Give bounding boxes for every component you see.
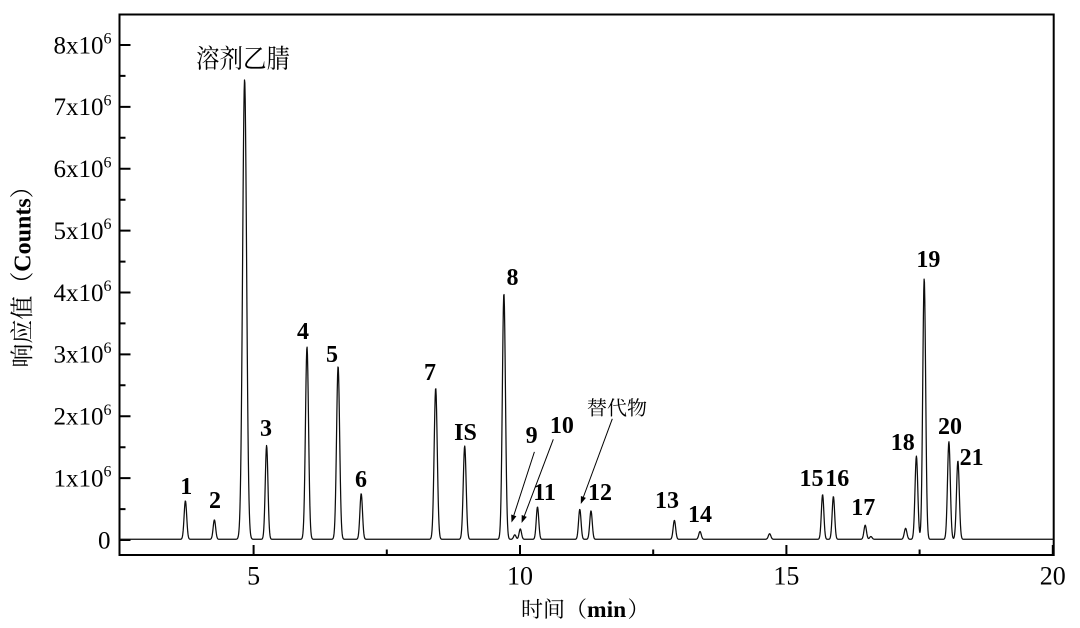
svg-text:19: 19 — [916, 247, 940, 273]
svg-text:min: min — [587, 597, 626, 623]
svg-text:8: 8 — [507, 265, 519, 291]
svg-text:4x10: 4x10 — [54, 280, 104, 307]
svg-text:IS: IS — [454, 420, 477, 446]
svg-text:12: 12 — [588, 480, 612, 506]
svg-text:Counts: Counts — [11, 198, 37, 271]
svg-text:20: 20 — [938, 414, 962, 440]
svg-text:5: 5 — [247, 562, 260, 591]
svg-text:7: 7 — [424, 360, 436, 386]
svg-text:20: 20 — [1040, 562, 1066, 591]
svg-text:11: 11 — [533, 480, 556, 506]
svg-text:1: 1 — [180, 474, 192, 500]
svg-text:18: 18 — [891, 430, 915, 456]
svg-text:6: 6 — [355, 467, 367, 493]
svg-text:15: 15 — [773, 562, 799, 591]
svg-text:8x10: 8x10 — [54, 32, 104, 59]
svg-text:3: 3 — [260, 416, 272, 442]
svg-text:6: 6 — [104, 402, 112, 419]
svg-text:4: 4 — [297, 319, 309, 345]
svg-text:6: 6 — [104, 216, 112, 233]
svg-text:21: 21 — [960, 445, 984, 471]
svg-text:2: 2 — [209, 488, 221, 514]
svg-text:6: 6 — [104, 278, 112, 295]
svg-text:7x10: 7x10 — [54, 94, 104, 121]
svg-text:13: 13 — [655, 488, 679, 514]
svg-text:6: 6 — [104, 31, 112, 48]
svg-text:6: 6 — [104, 93, 112, 110]
svg-text:3x10: 3x10 — [54, 342, 104, 369]
svg-text:6x10: 6x10 — [54, 156, 104, 183]
svg-text:15: 15 — [800, 466, 824, 492]
svg-text:6: 6 — [104, 340, 112, 357]
svg-text:16: 16 — [825, 466, 849, 492]
svg-text:2x10: 2x10 — [54, 404, 104, 431]
svg-text:5x10: 5x10 — [54, 218, 104, 245]
svg-text:10: 10 — [550, 413, 574, 439]
svg-text:17: 17 — [851, 495, 875, 521]
svg-text:0: 0 — [98, 527, 111, 554]
svg-text:14: 14 — [688, 502, 712, 528]
svg-text:6: 6 — [104, 464, 112, 481]
svg-text:5: 5 — [326, 342, 338, 368]
svg-text:9: 9 — [526, 423, 538, 449]
svg-text:10: 10 — [507, 562, 533, 591]
svg-text:1x10: 1x10 — [54, 465, 104, 492]
svg-text:6: 6 — [104, 154, 112, 171]
